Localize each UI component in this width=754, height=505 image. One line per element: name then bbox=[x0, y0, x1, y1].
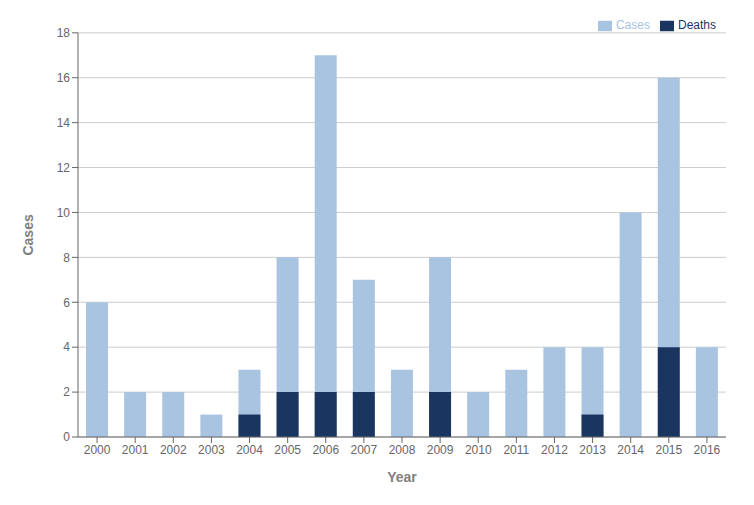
svg-text:2015: 2015 bbox=[655, 443, 682, 457]
svg-text:2004: 2004 bbox=[236, 443, 263, 457]
svg-text:0: 0 bbox=[63, 430, 70, 444]
svg-text:16: 16 bbox=[57, 71, 71, 85]
svg-text:2011: 2011 bbox=[503, 443, 529, 457]
svg-text:2012: 2012 bbox=[541, 443, 568, 457]
svg-text:2013: 2013 bbox=[579, 443, 606, 457]
svg-text:12: 12 bbox=[57, 161, 71, 175]
svg-text:18: 18 bbox=[57, 26, 71, 40]
svg-text:2007: 2007 bbox=[351, 443, 378, 457]
svg-text:2010: 2010 bbox=[465, 443, 492, 457]
svg-text:2001: 2001 bbox=[122, 443, 149, 457]
svg-text:Year: Year bbox=[387, 469, 417, 485]
svg-text:2000: 2000 bbox=[84, 443, 111, 457]
svg-text:2006: 2006 bbox=[312, 443, 339, 457]
svg-text:10: 10 bbox=[57, 206, 71, 220]
svg-text:2014: 2014 bbox=[617, 443, 644, 457]
svg-text:2005: 2005 bbox=[274, 443, 301, 457]
svg-text:8: 8 bbox=[63, 251, 70, 265]
svg-text:2008: 2008 bbox=[389, 443, 416, 457]
svg-text:Cases: Cases bbox=[20, 214, 36, 255]
html-text:Cases: Cases bbox=[616, 18, 650, 32]
svg-text:2016: 2016 bbox=[694, 443, 721, 457]
svg-text:14: 14 bbox=[57, 116, 71, 130]
svg-text:2: 2 bbox=[63, 385, 70, 399]
html-text:Deaths: Deaths bbox=[678, 18, 716, 32]
svg-text:4: 4 bbox=[63, 340, 70, 354]
svg-text:2003: 2003 bbox=[198, 443, 225, 457]
svg-text:2009: 2009 bbox=[427, 443, 454, 457]
svg-text:2002: 2002 bbox=[160, 443, 187, 457]
svg-text:6: 6 bbox=[63, 296, 70, 310]
